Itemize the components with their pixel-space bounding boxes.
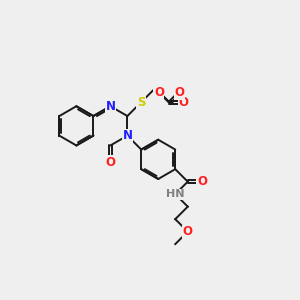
Text: O: O bbox=[179, 96, 189, 109]
Text: O: O bbox=[105, 156, 116, 169]
Text: O: O bbox=[175, 86, 185, 99]
Text: HN: HN bbox=[166, 189, 184, 199]
Text: N: N bbox=[105, 100, 116, 113]
Text: O: O bbox=[197, 175, 207, 188]
Text: O: O bbox=[183, 225, 193, 238]
Text: O: O bbox=[154, 85, 164, 98]
Text: S: S bbox=[137, 96, 146, 109]
Text: N: N bbox=[122, 129, 132, 142]
